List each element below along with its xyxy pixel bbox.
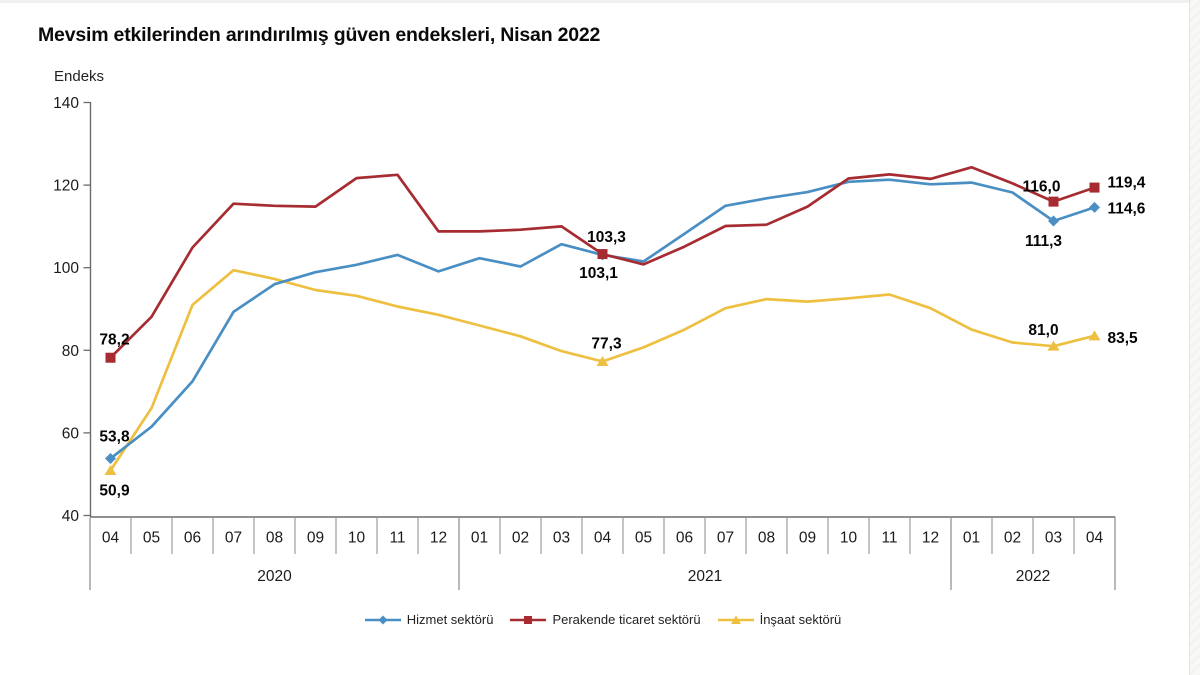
x-tick-label: 04 <box>1086 530 1104 547</box>
page-top-divider <box>0 0 1200 3</box>
series-line-insaat <box>109 268 1096 472</box>
legend-item-perakende: Perakende ticaret sektörü <box>509 612 701 627</box>
legend-item-insaat: İnşaat sektörü <box>717 612 842 627</box>
x-tick-label: 11 <box>881 530 897 547</box>
page-side-pattern-strip <box>1189 0 1200 675</box>
x-tick-label: 05 <box>635 530 652 547</box>
legend-marker-triangle-icon <box>717 615 754 624</box>
x-tick-label: 01 <box>471 530 488 547</box>
x-tick-label: 09 <box>307 530 324 547</box>
x-tick-label: 07 <box>225 530 242 547</box>
x-tick-label: 03 <box>1045 530 1062 547</box>
series-marker-hizmet <box>1048 215 1059 227</box>
y-tick-label: 80 <box>62 343 80 360</box>
x-tick-label: 12 <box>922 530 939 547</box>
y-tick-label: 60 <box>62 425 80 442</box>
data-label-perakende: 103,3 <box>587 229 626 246</box>
data-label-insaat: 81,0 <box>1028 322 1058 339</box>
x-tick-label: 04 <box>594 530 612 547</box>
series-marker-perakende <box>105 352 116 363</box>
data-label-hizmet: 114,6 <box>1108 200 1146 217</box>
y-tick-label: 140 <box>53 95 79 112</box>
series-marker-insaat <box>1047 340 1060 351</box>
series-line-perakende <box>109 165 1096 360</box>
data-label-insaat: 77,3 <box>591 335 622 352</box>
data-label-perakende: 78,2 <box>99 332 129 349</box>
data-label-hizmet: 103,1 <box>579 265 618 282</box>
x-tick-label: 10 <box>348 530 366 547</box>
data-label-hizmet: 111,3 <box>1025 233 1062 250</box>
data-label-hizmet: 53,8 <box>99 429 130 446</box>
data-label-insaat: 50,9 <box>99 482 130 499</box>
y-axis-unit-label: Endeks <box>54 68 105 85</box>
x-tick-label: 05 <box>143 530 160 547</box>
x-tick-label: 06 <box>184 530 201 547</box>
series-marker-insaat <box>596 355 609 366</box>
legend-label: Perakende ticaret sektörü <box>552 612 701 627</box>
legend-label: İnşaat sektörü <box>759 612 842 627</box>
x-tick-label: 08 <box>266 530 283 547</box>
x-tick-label: 11 <box>389 530 405 547</box>
series-marker-perakende <box>1048 196 1059 207</box>
legend-label: Hizmet sektörü <box>406 612 494 627</box>
chart-legend: Hizmet sektörü Perakende ticaret sektörü İ… <box>90 612 1115 627</box>
data-label-perakende: 116,0 <box>1023 179 1061 196</box>
year-label: 2022 <box>1016 568 1050 585</box>
x-tick-label: 02 <box>1004 530 1021 547</box>
x-tick-label: 09 <box>799 530 816 547</box>
x-tick-label: 10 <box>840 530 858 547</box>
x-tick-label: 03 <box>553 530 570 547</box>
year-label: 2020 <box>257 568 292 585</box>
series-marker-perakende <box>1089 182 1100 193</box>
series-marker-insaat <box>104 464 117 475</box>
series-marker-perakende <box>597 249 608 260</box>
year-label: 2021 <box>688 568 722 585</box>
y-tick-label: 100 <box>53 260 79 277</box>
x-tick-label: 01 <box>963 530 980 547</box>
y-tick-label: 40 <box>62 508 80 525</box>
x-tick-label: 06 <box>676 530 693 547</box>
legend-marker-diamond-icon <box>364 615 401 624</box>
data-label-perakende: 119,4 <box>1108 175 1146 192</box>
chart-title: Mevsim etkilerinden arındırılmış güven e… <box>38 24 601 46</box>
series-marker-hizmet <box>1089 201 1100 213</box>
x-tick-label: 07 <box>717 530 734 547</box>
legend-item-hizmet: Hizmet sektörü <box>364 612 494 627</box>
series-marker-hizmet <box>105 453 116 465</box>
x-tick-label: 12 <box>430 530 447 547</box>
y-tick-label: 120 <box>53 178 79 195</box>
legend-marker-square-icon <box>510 615 547 624</box>
x-tick-label: 02 <box>512 530 529 547</box>
x-tick-label: 08 <box>758 530 775 547</box>
data-label-insaat: 83,5 <box>1108 330 1139 347</box>
series-marker-insaat <box>1088 330 1101 341</box>
x-tick-label: 04 <box>102 530 120 547</box>
series-line-hizmet <box>109 178 1096 460</box>
